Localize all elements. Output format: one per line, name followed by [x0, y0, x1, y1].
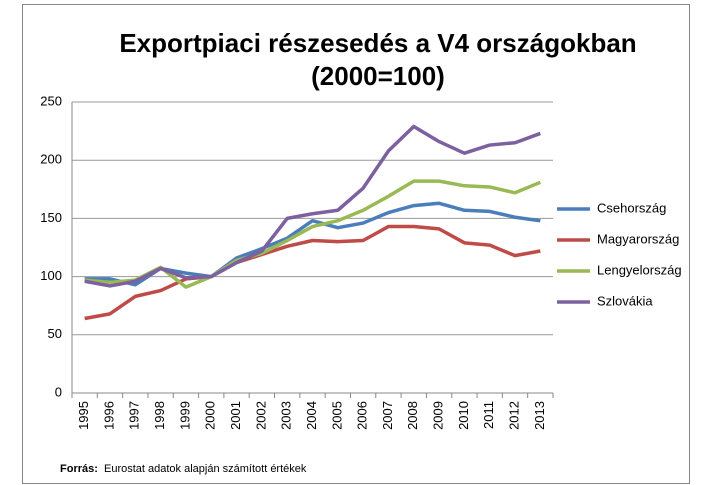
series-line	[84, 224, 541, 321]
legend-label: Csehország	[597, 200, 666, 215]
x-tick-label: 2002	[253, 401, 268, 430]
series-line	[84, 124, 541, 288]
x-tick-label: 1995	[76, 401, 91, 430]
legend-label: Lengyelország	[597, 262, 682, 277]
x-tick-label: 2009	[431, 401, 446, 430]
y-tick-label: 50	[48, 326, 62, 341]
x-tick-label: 2005	[329, 401, 344, 430]
x-tick-label: 1997	[127, 401, 142, 430]
x-tick-label: 2008	[405, 401, 420, 430]
source-text: Eurostat adatok alapján számított értéke…	[104, 463, 307, 475]
x-tick-label: 2004	[304, 401, 319, 430]
x-tick-label: 2013	[532, 401, 547, 430]
x-tick-label: 2001	[228, 401, 243, 430]
y-tick-label: 100	[40, 268, 62, 283]
y-tick-label: 150	[40, 210, 62, 225]
source-label: Forrás:	[60, 463, 98, 475]
y-tick-label: 0	[55, 384, 62, 399]
x-tick-label: 2003	[279, 401, 294, 430]
legend-label: Szlovákia	[597, 293, 653, 308]
legend-label: Magyarország	[597, 231, 679, 246]
y-tick-label: 250	[40, 93, 62, 108]
x-tick-label: 2011	[481, 401, 496, 429]
x-tick-label: 2007	[380, 401, 395, 430]
x-tick-label: 1996	[101, 401, 116, 430]
y-tick-label: 200	[40, 152, 62, 167]
x-tick-label: 2000	[203, 401, 218, 430]
x-tick-label: 2006	[355, 401, 370, 430]
chart-subtitle: (2000=100)	[311, 61, 445, 91]
x-tick-label: 1999	[177, 401, 192, 430]
chart-border	[22, 4, 690, 484]
chart-title: Exportpiaci részesedés a V4 országokban	[119, 28, 636, 58]
x-tick-label: 2012	[506, 401, 521, 430]
x-tick-label: 1998	[152, 401, 167, 430]
x-tick-label: 2010	[456, 401, 471, 430]
